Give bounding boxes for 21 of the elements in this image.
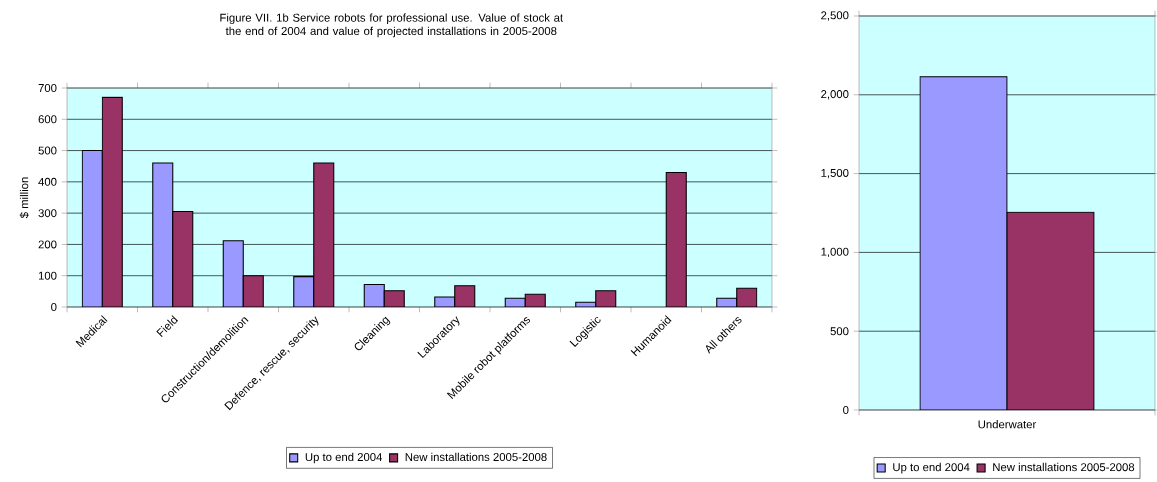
- y-tick-label: 0: [51, 302, 57, 311]
- x-tick-label: Underwater: [978, 420, 1037, 429]
- y-tick-label: 1,000: [821, 247, 849, 258]
- legend-label: New installations 2005-2008: [993, 462, 1135, 472]
- y-tick-label: 500: [38, 146, 57, 155]
- y-tick-label: 2,500: [821, 11, 849, 21]
- y-tick-label: 400: [38, 177, 57, 186]
- y-tick-label: 1,500: [821, 168, 849, 179]
- y-tick-label: 600: [38, 115, 57, 124]
- y-tick-label: 700: [38, 84, 57, 93]
- y-tick-label: 500: [830, 327, 849, 336]
- y-axis-title: $ million: [19, 177, 29, 219]
- y-tick-label: 100: [38, 271, 57, 280]
- y-tick-label: 0: [843, 405, 849, 414]
- y-tick-label: 300: [38, 209, 57, 218]
- chart-title: Figure VII. 1b Service robots for professional use. Value of stock at the end of 2004 and value of projected installations in 2005-2008: [220, 13, 564, 38]
- legend-label: Up to end 2004: [305, 452, 383, 464]
- y-tick-label: 2,000: [821, 90, 849, 100]
- y-tick-label: 200: [38, 240, 57, 249]
- legend-label: New installations 2005-2008: [405, 452, 547, 462]
- legend-label: Up to end 2004: [893, 462, 970, 474]
